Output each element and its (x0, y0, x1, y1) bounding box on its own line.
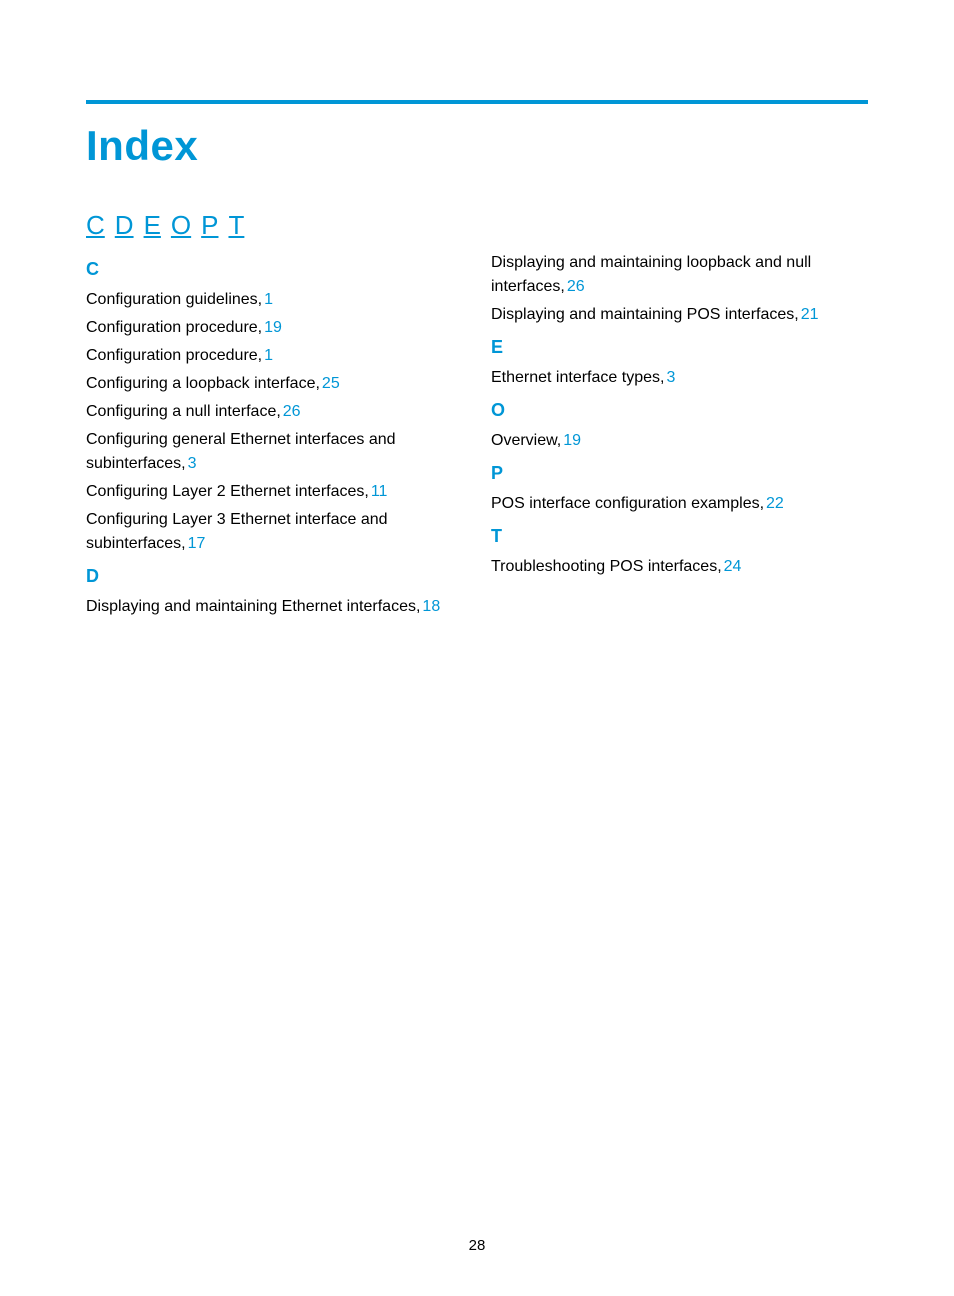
index-entry-page-link[interactable]: 18 (420, 598, 440, 615)
index-entry-text: Configuring Layer 2 Ethernet interfaces, (86, 483, 369, 500)
index-entry-text: Configuration guidelines, (86, 291, 262, 308)
section-letter: D (86, 566, 463, 587)
letter-nav-link[interactable]: T (228, 210, 244, 240)
letter-nav: CDEOPT (86, 210, 868, 241)
index-entry-page-link[interactable]: 26 (565, 278, 585, 295)
section-letter: C (86, 259, 463, 280)
index-entry-text: POS interface configuration examples, (491, 495, 764, 512)
section-letter: O (491, 400, 868, 421)
index-entry-page-link[interactable]: 3 (664, 369, 675, 386)
index-entry: Configuration procedure,1 (86, 344, 463, 368)
page-title: Index (86, 122, 868, 170)
index-entry: Troubleshooting POS interfaces,24 (491, 555, 868, 579)
index-entry-page-link[interactable]: 24 (722, 558, 742, 575)
index-entry: Displaying and maintaining Ethernet inte… (86, 595, 463, 619)
index-entry-text: Configuring a null interface, (86, 403, 281, 420)
index-entry-text: Configuring Layer 3 Ethernet interface a… (86, 511, 388, 552)
index-entry-page-link[interactable]: 1 (262, 347, 273, 364)
letter-nav-link[interactable]: P (201, 210, 218, 240)
index-entry-page-link[interactable]: 3 (186, 455, 197, 472)
index-column-left: CConfiguration guidelines,1Configuration… (86, 249, 463, 623)
index-entry: Configuring Layer 2 Ethernet interfaces,… (86, 480, 463, 504)
index-entry-page-link[interactable]: 19 (561, 432, 581, 449)
index-entry-text: Ethernet interface types, (491, 369, 664, 386)
top-rule (86, 100, 868, 104)
index-entry-page-link[interactable]: 17 (186, 535, 206, 552)
index-entry-text: Displaying and maintaining loopback and … (491, 254, 811, 295)
index-entry-page-link[interactable]: 1 (262, 291, 273, 308)
page: Index CDEOPT CConfiguration guidelines,1… (0, 0, 954, 1296)
letter-nav-link[interactable]: E (144, 210, 161, 240)
index-entry: Ethernet interface types,3 (491, 366, 868, 390)
index-entry: Displaying and maintaining POS interface… (491, 303, 868, 327)
index-entry-text: Troubleshooting POS interfaces, (491, 558, 722, 575)
index-entry-text: Configuring general Ethernet interfaces … (86, 431, 396, 472)
letter-nav-link[interactable]: O (171, 210, 191, 240)
index-entry: Configuration guidelines,1 (86, 288, 463, 312)
index-entry-text: Displaying and maintaining POS interface… (491, 306, 799, 323)
index-entry-text: Displaying and maintaining Ethernet inte… (86, 598, 420, 615)
index-entry: Configuring general Ethernet interfaces … (86, 428, 463, 476)
index-columns: CConfiguration guidelines,1Configuration… (86, 249, 868, 623)
page-number: 28 (0, 1237, 954, 1254)
index-entry-page-link[interactable]: 21 (799, 306, 819, 323)
index-entry-text: Configuration procedure, (86, 319, 262, 336)
letter-nav-link[interactable]: C (86, 210, 105, 240)
index-entry-page-link[interactable]: 11 (369, 483, 388, 500)
index-entry-text: Configuring a loopback interface, (86, 375, 320, 392)
index-entry: Displaying and maintaining loopback and … (491, 251, 868, 299)
index-entry: Configuring Layer 3 Ethernet interface a… (86, 508, 463, 556)
index-entry-page-link[interactable]: 22 (764, 495, 784, 512)
index-entry-page-link[interactable]: 19 (262, 319, 282, 336)
index-entry: POS interface configuration examples,22 (491, 492, 868, 516)
section-letter: E (491, 337, 868, 358)
index-entry: Configuring a null interface,26 (86, 400, 463, 424)
index-entry-text: Configuration procedure, (86, 347, 262, 364)
section-letter: T (491, 526, 868, 547)
index-entry-page-link[interactable]: 25 (320, 375, 340, 392)
index-entry: Configuration procedure,19 (86, 316, 463, 340)
index-entry: Overview,19 (491, 429, 868, 453)
index-entry-text: Overview, (491, 432, 561, 449)
index-entry-page-link[interactable]: 26 (281, 403, 301, 420)
letter-nav-link[interactable]: D (115, 210, 134, 240)
section-letter: P (491, 463, 868, 484)
index-column-right: Displaying and maintaining loopback and … (491, 249, 868, 623)
index-entry: Configuring a loopback interface,25 (86, 372, 463, 396)
